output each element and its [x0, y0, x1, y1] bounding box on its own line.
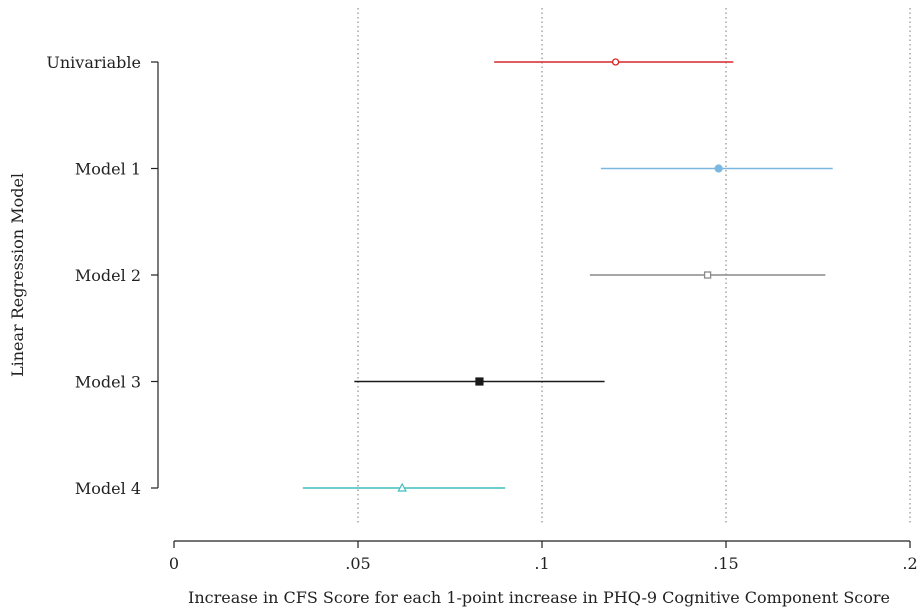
model-row	[354, 377, 605, 386]
y-tick-label: Univariable	[46, 53, 141, 72]
model-row	[302, 482, 506, 492]
model-row	[600, 164, 833, 173]
y-tick-label: Model 1	[75, 160, 141, 179]
point-estimate-marker	[475, 377, 484, 386]
model-row	[589, 271, 826, 279]
x-tick-label: .15	[713, 554, 738, 573]
model-row	[494, 58, 734, 66]
y-tick-label: Model 2	[75, 266, 141, 285]
point-estimate-marker	[703, 271, 712, 279]
x-tick-label: .1	[534, 554, 549, 573]
point-estimate-marker	[397, 482, 407, 492]
x-tick-label: 0	[169, 554, 179, 573]
gridlines	[357, 8, 911, 525]
y-tick-label: Model 4	[75, 479, 141, 498]
x-tick-label: .05	[345, 554, 370, 573]
point-estimate-marker	[714, 164, 723, 173]
x-axis-label: Increase in CFS Score for each 1-point i…	[188, 588, 890, 607]
point-estimate-marker	[611, 58, 620, 66]
y-axis-ticks: Univariable Model 1 Model 2 Model 3 Model 4	[46, 53, 158, 498]
y-axis-label: Linear Regression Model	[8, 173, 27, 377]
x-axis-ticks: 0 .05 .1 .15 .2	[169, 541, 918, 573]
model-estimates	[302, 58, 833, 492]
y-tick-label: Model 3	[75, 373, 141, 392]
x-tick-label: .2	[902, 554, 917, 573]
